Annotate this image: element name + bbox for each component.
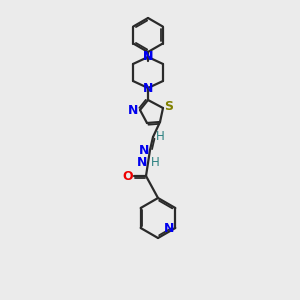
Text: N: N [137, 157, 147, 169]
Text: H: H [156, 130, 164, 142]
Text: N: N [164, 221, 175, 235]
Text: N: N [128, 103, 138, 116]
Text: H: H [151, 155, 159, 169]
Text: N: N [143, 50, 153, 64]
Text: N: N [143, 50, 153, 64]
Text: S: S [164, 100, 173, 112]
Text: N: N [143, 82, 153, 94]
Text: N: N [139, 143, 149, 157]
Text: O: O [123, 169, 133, 182]
